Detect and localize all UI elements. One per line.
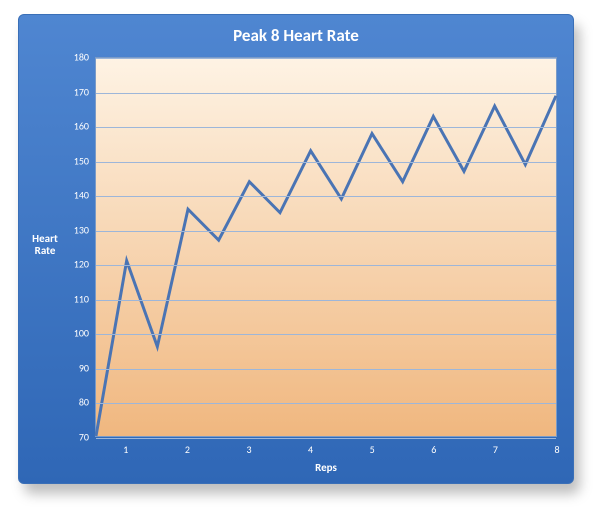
y-tick-label: 70 — [59, 431, 89, 444]
x-tick-label: 4 — [308, 443, 313, 456]
x-tick-label: 5 — [370, 443, 375, 456]
x-axis-label: Reps — [95, 461, 557, 474]
stage: Peak 8 Heart Rate HeartRate Reps 70 80 90 1… — [0, 0, 600, 514]
y-tick-label: 80 — [59, 396, 89, 409]
chart-card: Peak 8 Heart Rate HeartRate Reps 70 80 90 1… — [18, 14, 574, 484]
grid-line — [96, 300, 556, 301]
plot-area — [95, 57, 557, 437]
grid-line — [96, 231, 556, 232]
y-tick-label: 150 — [59, 154, 89, 167]
y-tick-label: 140 — [59, 189, 89, 202]
chart-title: Peak 8 Heart Rate — [19, 25, 573, 46]
grid-line — [96, 265, 556, 266]
y-tick-label: 130 — [59, 223, 89, 236]
x-tick-label: 2 — [185, 443, 190, 456]
grid-line — [96, 196, 556, 197]
y-tick-label: 180 — [59, 51, 89, 64]
grid-line — [96, 162, 556, 163]
y-tick-label: 110 — [59, 292, 89, 305]
line-series — [96, 58, 556, 436]
grid-line — [96, 127, 556, 128]
x-tick-label: 6 — [431, 443, 436, 456]
grid-line — [96, 403, 556, 404]
y-tick-label: 120 — [59, 258, 89, 271]
grid-line — [96, 58, 556, 59]
y-tick-label: 100 — [59, 327, 89, 340]
grid-line — [96, 334, 556, 335]
y-tick-label: 160 — [59, 120, 89, 133]
grid-line — [96, 369, 556, 370]
x-tick-label: 1 — [123, 443, 128, 456]
grid-line — [96, 438, 556, 439]
x-tick-label: 3 — [246, 443, 251, 456]
grid-line — [96, 93, 556, 94]
x-tick-label: 7 — [493, 443, 498, 456]
y-tick-label: 90 — [59, 361, 89, 374]
y-axis-label: HeartRate — [25, 233, 65, 257]
y-tick-label: 170 — [59, 85, 89, 98]
x-tick-label: 8 — [554, 443, 559, 456]
